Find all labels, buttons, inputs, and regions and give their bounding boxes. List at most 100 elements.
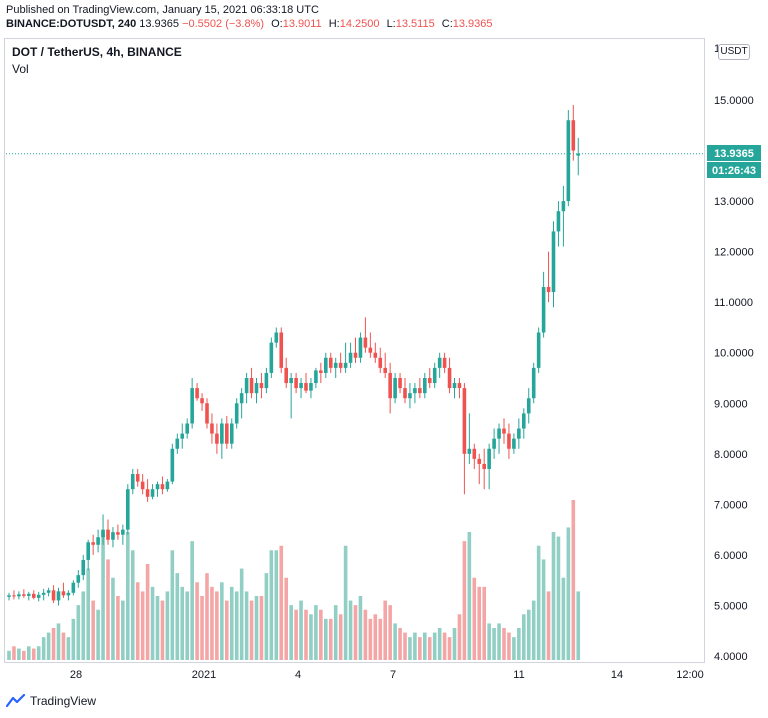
y-tick-label: 10.0000	[714, 348, 754, 360]
y-tick-label: 7.0000	[714, 499, 748, 511]
candle	[7, 592, 11, 601]
candle-body	[269, 342, 274, 373]
candle	[442, 352, 447, 373]
volume-bar	[363, 609, 368, 660]
candle-body	[234, 403, 239, 424]
volume-bar	[299, 600, 303, 660]
volume-bar	[160, 600, 165, 660]
volume-bar	[229, 586, 234, 660]
candle	[41, 588, 46, 601]
candle-body	[130, 474, 135, 490]
volume-bar	[304, 609, 308, 660]
candle	[373, 342, 378, 363]
candle-body	[373, 352, 378, 358]
volume-bar	[324, 618, 328, 660]
candle-body	[437, 357, 442, 368]
candle-body	[517, 428, 521, 439]
volume-bar	[378, 618, 383, 660]
candle-body	[383, 367, 387, 373]
volume-bar	[180, 586, 185, 660]
candle	[497, 423, 501, 454]
candle	[195, 383, 199, 401]
candle-body	[442, 357, 447, 368]
candle-body	[91, 542, 95, 545]
volume-bar	[517, 628, 521, 660]
volume-bar	[566, 527, 571, 660]
volume-legend: Vol	[12, 62, 29, 76]
volume-bar	[190, 541, 194, 660]
candle	[467, 413, 472, 464]
candle-body	[215, 433, 219, 444]
volume-bar	[408, 637, 412, 660]
high-value: 14.2500	[339, 18, 380, 30]
candle-body	[576, 153, 581, 156]
volume-bar	[269, 550, 274, 660]
candle-body	[343, 362, 348, 368]
candle-body	[551, 231, 556, 293]
candle	[165, 479, 170, 492]
volume-bar	[51, 628, 56, 660]
candle-body	[46, 590, 51, 593]
y-tick-label: 5.0000	[714, 600, 748, 612]
volume-bars	[7, 500, 581, 660]
volume-bar	[561, 577, 566, 660]
candle-body	[56, 591, 61, 601]
volume-bar	[220, 582, 224, 660]
volume-bar	[140, 591, 145, 660]
candle	[264, 367, 269, 394]
volume-bar	[130, 550, 135, 660]
volume-bar	[353, 605, 358, 660]
candle-body	[41, 592, 46, 595]
tradingview-logo-icon	[6, 694, 26, 708]
candle	[388, 362, 392, 414]
candle-body	[546, 287, 551, 293]
volume-bar	[27, 646, 31, 660]
currency-button[interactable]: USDT	[718, 44, 750, 60]
candle	[333, 357, 338, 378]
candle-body	[561, 201, 566, 212]
candle	[304, 372, 308, 394]
volume-bar	[571, 500, 576, 660]
candle	[398, 372, 402, 394]
volume-bar	[358, 596, 363, 660]
candle	[249, 367, 254, 399]
candle	[413, 383, 417, 404]
volume-bar	[66, 637, 71, 660]
candle-body	[299, 383, 303, 389]
candle	[259, 372, 264, 399]
candle-body	[244, 378, 249, 394]
countdown-badge-box	[707, 162, 761, 178]
candle	[81, 554, 86, 581]
candle-body	[413, 388, 417, 394]
volume-bar	[526, 609, 531, 660]
candle	[220, 418, 224, 459]
x-tick-label: 14	[611, 669, 623, 681]
candle-body	[512, 438, 516, 449]
volume-bar	[442, 632, 447, 660]
candle	[482, 448, 486, 490]
candle-body	[190, 388, 194, 424]
volume-bar	[497, 623, 501, 660]
candle-body	[338, 362, 343, 368]
candle	[210, 413, 214, 444]
footer[interactable]: TradingView	[6, 694, 96, 708]
y-tick-label: 15.0000	[714, 95, 754, 107]
candle-body	[12, 595, 16, 597]
volume-bar	[507, 632, 511, 660]
candle-body	[175, 438, 180, 449]
x-tick-label: 11	[513, 669, 524, 681]
candle-body	[145, 489, 150, 497]
volume-bar	[373, 614, 378, 660]
candle	[180, 423, 185, 449]
volume-bar	[76, 605, 81, 660]
candle	[244, 372, 249, 404]
candle	[269, 337, 274, 378]
candle	[106, 519, 110, 545]
volume-bar	[393, 623, 397, 660]
volume-bar	[348, 600, 353, 660]
candle	[571, 105, 576, 161]
candle	[121, 524, 125, 545]
time-axis: 28 2021 4 7 11 14 12:00	[70, 669, 704, 681]
candle	[145, 479, 150, 502]
